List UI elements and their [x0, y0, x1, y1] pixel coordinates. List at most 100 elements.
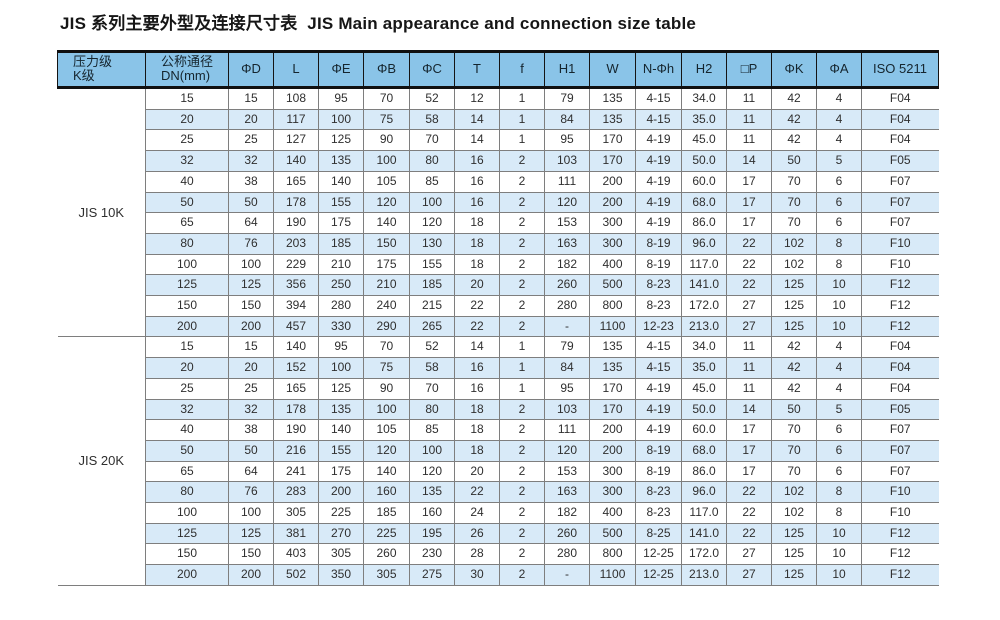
table-cell: 260: [544, 522, 590, 545]
table-cell: F10: [861, 502, 939, 524]
table-cell: 5: [816, 150, 862, 172]
table-cell: 185: [363, 502, 410, 524]
table-cell: 85: [409, 170, 455, 193]
table-cell: 15: [228, 87, 274, 110]
table-cell: 213.0: [681, 315, 727, 338]
header-cell-line: ΦD: [241, 61, 261, 76]
table-cell: 240: [363, 295, 410, 317]
header-cell: ΦK: [771, 51, 817, 88]
table-row: 40 38 165 140 105 85 16 2 111 200 4-19 60.0 17 70 6 F07: [58, 170, 939, 193]
table-cell: 400: [589, 253, 636, 276]
table-cell: 2: [499, 502, 545, 524]
header-cell: H1: [544, 51, 590, 88]
table-row: 150 150 394 280 240 215 22 2 280 800 8-23 172.0 27 12…: [58, 295, 939, 317]
table-row: JIS 10K 15 15 108 95 70 52 12 1 79 135 4-15 34.0 11 42…: [57, 86, 939, 338]
table-cell: 140: [363, 212, 410, 234]
header-cell: L: [273, 51, 319, 88]
table-cell: 172.0: [681, 295, 727, 317]
table-cell: 225: [318, 502, 364, 524]
table-cell: 4: [816, 129, 862, 152]
table-cell: 225: [363, 522, 410, 545]
table-cell: 300: [589, 460, 636, 483]
table-cell: 800: [589, 295, 636, 317]
table-cell: 182: [544, 502, 590, 524]
table-cell: 25: [228, 377, 274, 400]
table-cell: 2: [499, 212, 545, 234]
table-cell: 800: [589, 543, 636, 566]
table-cell: 70: [409, 129, 455, 152]
table-cell: 42: [771, 129, 817, 152]
table-cell: 79: [544, 336, 590, 359]
table-cell: 100: [363, 150, 410, 172]
header-cell: □P: [726, 51, 772, 88]
table-cell: 175: [363, 253, 410, 276]
table-row: 100 100 229 210 175 155 18 2 182 400 8-19 117.0 22 10…: [58, 253, 939, 276]
table-cell: 34.0: [681, 336, 727, 359]
table-cell: 6: [816, 419, 862, 441]
table-cell: F07: [861, 170, 939, 193]
table-cell: F07: [861, 460, 939, 483]
table-cell: 42: [771, 377, 817, 400]
table-cell: 127: [273, 129, 319, 152]
header-cell: ΦB: [363, 51, 410, 88]
table-cell: 125: [771, 564, 817, 586]
table-cell: 75: [363, 108, 410, 131]
group-label: JIS 10K: [57, 86, 146, 338]
table-row: 50 50 216 155 120 100 18 2 120 200 8-19 68.0 17 70 6 F0…: [58, 439, 939, 462]
table-cell: 25: [145, 129, 229, 152]
table-cell: 117.0: [681, 253, 727, 276]
table-cell: 178: [273, 191, 319, 214]
table-cell: 163: [544, 481, 590, 504]
header-cell: N-Φh: [635, 51, 682, 88]
table-cell: 11: [726, 357, 772, 379]
table-cell: 4-19: [635, 170, 682, 193]
table-cell: 102: [771, 502, 817, 524]
table-cell: 22: [726, 253, 772, 276]
table-cell: 8-19: [635, 253, 682, 276]
table-cell: 8: [816, 232, 862, 255]
table-cell: 58: [409, 108, 455, 131]
table-cell: 4-19: [635, 419, 682, 441]
table-cell: 8-19: [635, 232, 682, 255]
table-row: 100 100 305 225 185 160 24 2 182 400 8-23 117.0 22 10…: [58, 502, 939, 524]
table-cell: 17: [726, 191, 772, 214]
table-cell: F12: [861, 564, 939, 586]
table-cell: 457: [273, 315, 319, 338]
header-cell-line: H2: [695, 61, 713, 76]
header-cell: 公称通径 DN(mm): [145, 51, 229, 88]
table-cell: 95: [318, 87, 364, 110]
table-cell: 500: [589, 274, 636, 297]
table-cell: 153: [544, 212, 590, 234]
table-cell: F07: [861, 419, 939, 441]
table-cell: 215: [409, 295, 455, 317]
table-cell: 125: [145, 274, 229, 297]
table-cell: 58: [409, 357, 455, 379]
table-cell: 4: [816, 377, 862, 400]
table-cell: 105: [363, 170, 410, 193]
header-cell: ISO 5211: [861, 51, 939, 88]
table-row: 200 200 457 330 290 265 22 2-1100 12-23 213.0 27 12…: [58, 315, 939, 338]
table-cell: 8-19: [635, 460, 682, 483]
table-cell: 45.0: [681, 129, 727, 152]
table-cell: 100: [228, 253, 274, 276]
header-cell-line: ΦA: [829, 61, 849, 76]
table-cell: 120: [409, 212, 455, 234]
table-cell: 80: [409, 150, 455, 172]
table-cell: 125: [771, 522, 817, 545]
table-cell: 100: [409, 439, 455, 462]
table-cell: 185: [318, 232, 364, 255]
table-cell: 80: [145, 232, 229, 255]
table-row: 65 64 241 175 140 120 20 2 153 300 8-19 86.0 17 70 6 F0…: [58, 460, 939, 483]
table-cell: 38: [228, 419, 274, 441]
table-cell: 305: [318, 543, 364, 566]
table-cell: 400: [589, 502, 636, 524]
table-cell: 1: [499, 87, 545, 110]
table-cell: 50: [145, 439, 229, 462]
table-cell: 130: [409, 232, 455, 255]
table-cell: 17: [726, 439, 772, 462]
table-cell: 190: [273, 419, 319, 441]
table-cell: 117.0: [681, 502, 727, 524]
table-cell: 40: [145, 170, 229, 193]
table-cell: 8-23: [635, 502, 682, 524]
